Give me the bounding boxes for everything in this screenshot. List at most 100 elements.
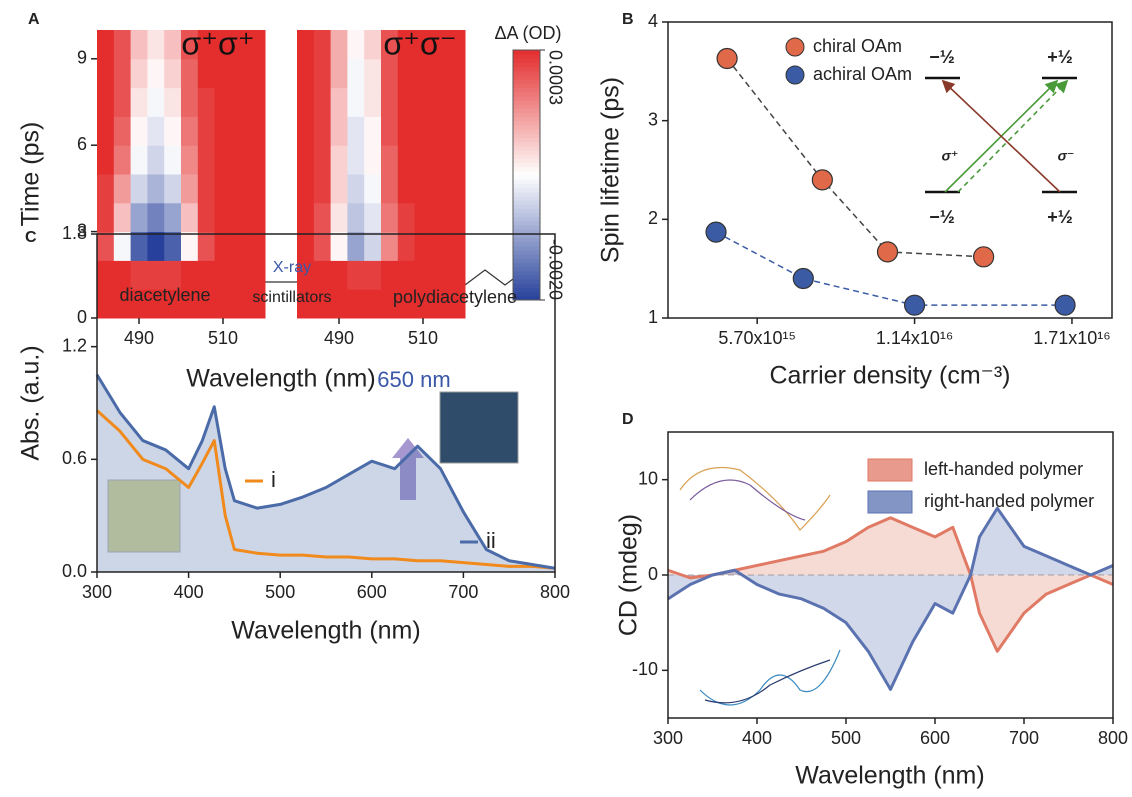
heat-cell: [97, 30, 115, 60]
heat-cell: [231, 116, 249, 146]
heat-cell: [297, 174, 315, 204]
heat-cell: [231, 289, 249, 319]
heat-cell: [347, 289, 365, 319]
point: [876, 241, 899, 263]
photo-polydiacetylene: [439, 391, 519, 464]
heat-cell: [364, 174, 382, 204]
colorbar-step: [513, 229, 540, 234]
legend-label: left-handed polymer: [924, 459, 1083, 479]
heat-cell: [364, 260, 382, 290]
colorbar-step: [513, 187, 540, 193]
colorbar-step: [513, 75, 540, 80]
heat-cell: [414, 145, 432, 175]
heat-cell: [97, 231, 115, 261]
heat-cell: [181, 231, 199, 261]
panel-letter: D: [622, 411, 634, 428]
series-line: [95, 409, 556, 570]
colorbar-step: [513, 120, 540, 126]
y-tick-label: 10: [638, 468, 658, 488]
heat-cell: [431, 289, 449, 319]
colorbar-step: [513, 91, 540, 97]
x-tick-label: 700: [1009, 728, 1039, 748]
heat-cell: [181, 289, 199, 319]
transition-label: σ⁺: [942, 148, 959, 164]
colorbar-frame: [512, 49, 541, 301]
point: [716, 47, 738, 70]
heat-cell: [197, 289, 216, 319]
heat-cell: [381, 145, 399, 175]
legend-marker: [785, 65, 805, 85]
heat-cell: [113, 231, 132, 261]
heat-cell: [164, 30, 182, 60]
heat-cell: [97, 202, 115, 233]
heat-cell: [214, 260, 232, 290]
heat-cell: [381, 260, 399, 290]
y-tick-label: 3: [648, 109, 658, 129]
heat-cell: [181, 260, 199, 290]
colorbar-step: [513, 162, 540, 168]
heat-cell: [347, 174, 365, 204]
heat-cell: [313, 116, 332, 146]
heat-cell: [248, 289, 266, 319]
annotation: diacetylene: [119, 285, 210, 305]
heat-cell: [313, 30, 332, 60]
colorbar-step: [513, 150, 540, 155]
heat-cell: [197, 116, 216, 146]
colorbar-step: [513, 108, 540, 113]
heat-cell: [431, 174, 449, 204]
colorbar-step: [513, 87, 540, 93]
heat-cell: [347, 30, 365, 60]
heat-cell: [364, 202, 382, 233]
heat-cell: [147, 116, 165, 146]
point: [903, 294, 926, 316]
heat-cell: [414, 260, 432, 290]
heat-cell: [364, 30, 382, 60]
heat-cell: [431, 260, 449, 290]
heat-cell: [364, 58, 382, 89]
x-tick-label: 800: [1098, 728, 1128, 748]
heat-cell: [330, 260, 348, 290]
heat-cell: [414, 174, 432, 204]
colorbar-step: [513, 62, 540, 68]
heat-cell: [364, 231, 382, 261]
colorbar-step: [513, 204, 540, 209]
heat-cell: [231, 202, 249, 233]
colorbar-step: [513, 220, 540, 226]
colorbar-step: [513, 275, 540, 280]
colorbar-step: [513, 116, 540, 122]
heat-cell: [130, 30, 148, 60]
heat-cell: [414, 231, 432, 261]
series-line: [667, 506, 1114, 691]
heat-cell: [147, 87, 165, 117]
heat-cell: [164, 289, 182, 319]
heat-cell: [347, 116, 365, 146]
heat-cell: [248, 145, 266, 175]
heat-cell: [313, 289, 332, 319]
heat-cell: [297, 231, 315, 261]
heat-cell: [130, 202, 148, 233]
colorbar-step: [513, 245, 540, 251]
annotation: X-ray: [273, 259, 311, 276]
heat-cell: [381, 58, 399, 89]
heat-cell: [248, 87, 266, 117]
heat-cell: [414, 202, 432, 233]
x-tick-label: 800: [540, 582, 570, 602]
heat-cell: [181, 145, 199, 175]
heat-cell: [448, 58, 466, 89]
y-tick-label: 0.0: [62, 561, 87, 581]
legend-label: chiral OAm: [813, 36, 902, 56]
heat-cell: [448, 87, 466, 117]
heat-cell: [330, 289, 348, 319]
heat-cell: [130, 58, 148, 89]
heat-cell: [197, 174, 216, 204]
x-axis-label: Carrier density (cm⁻³): [770, 362, 1011, 390]
y-tick-label: 2: [648, 208, 658, 228]
colorbar-step: [513, 154, 540, 159]
plot-frame: [667, 21, 1113, 319]
heat-cell: [330, 58, 348, 89]
heat-cell: [164, 174, 182, 204]
colorbar-step: [513, 66, 540, 72]
heat-cell: [248, 231, 266, 261]
colorbar-step: [513, 179, 540, 184]
heat-cell: [164, 202, 182, 233]
